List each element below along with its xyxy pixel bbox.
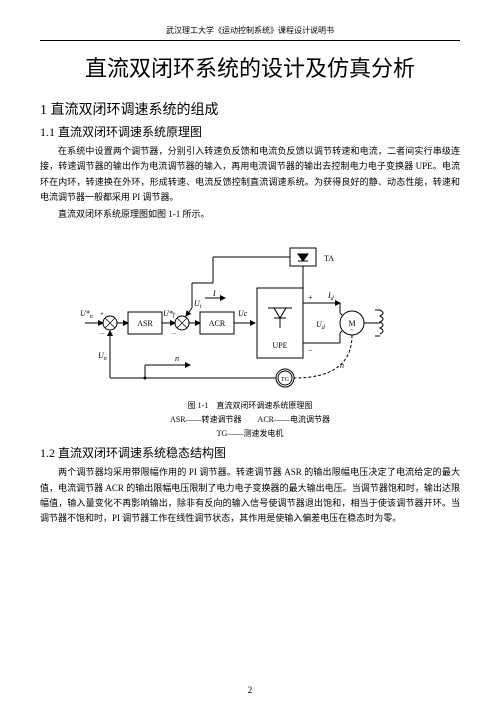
- paragraph-2: 两个调节器均采用带限幅作用的 PI 调节器。转速调节器 ASR 的输出限幅电压决…: [40, 465, 460, 526]
- paragraph-1: 在系统中设置两个调节器，分别引入转速负反馈和电流负反馈以调节转速和电流，二者间实…: [40, 144, 460, 205]
- page-title: 直流双闭环系统的设计及仿真分析: [40, 51, 460, 83]
- paragraph-1b: 直流双闭环系统原理图如图 1-1 所示。: [58, 207, 460, 222]
- page-header: 武汉理工大学《运动控制系统》课程设计说明书: [40, 25, 460, 41]
- minus-3: −: [308, 346, 313, 355]
- minus-2: −: [172, 330, 176, 338]
- label-un: Un: [98, 351, 107, 362]
- plus-3: +: [308, 293, 313, 302]
- upe-label: UPE: [272, 341, 287, 350]
- label-ud: Ud: [316, 320, 326, 331]
- asr-label: ASR: [137, 319, 153, 328]
- section-1-2-heading: 1.2 直流双闭环调速系统稳态结构图: [40, 444, 460, 461]
- figure-caption-line-1: 图 1-1 直流双闭环调速系统原理图: [40, 400, 460, 412]
- motor-label: M: [348, 319, 355, 328]
- label-uc: Uc: [238, 309, 248, 318]
- section-1-1-heading: 1.1 直流双闭环调速系统原理图: [40, 123, 460, 140]
- acr-label: ACR: [209, 319, 226, 328]
- label-n-2: n: [175, 354, 179, 363]
- plus-1: +: [100, 310, 104, 318]
- figure-caption-line-2: ASR——转速调节器 ACR——电流调节器: [40, 414, 460, 426]
- diagram-svg: + − U*n ASR + − U*i ACR Uc: [80, 228, 420, 398]
- label-n-1: n: [340, 361, 344, 370]
- label-I: I: [212, 289, 216, 298]
- minus-1: −: [100, 330, 104, 338]
- label-ui: Ui: [194, 299, 202, 310]
- page: 武汉理工大学《运动控制系统》课程设计说明书 直流双闭环系统的设计及仿真分析 1 …: [0, 0, 500, 707]
- figure-1-1: + − U*n ASR + − U*i ACR Uc: [40, 228, 460, 440]
- page-number: 2: [0, 685, 500, 695]
- label-un-star: U*n: [80, 309, 93, 320]
- tg-label: TG: [281, 377, 290, 383]
- label-id: Id: [327, 291, 335, 302]
- section-1-heading: 1 直流双闭环调速系统的组成: [40, 99, 460, 119]
- ta-label: TA: [324, 254, 334, 263]
- figure-caption-line-3: TG——测速发电机: [40, 428, 460, 440]
